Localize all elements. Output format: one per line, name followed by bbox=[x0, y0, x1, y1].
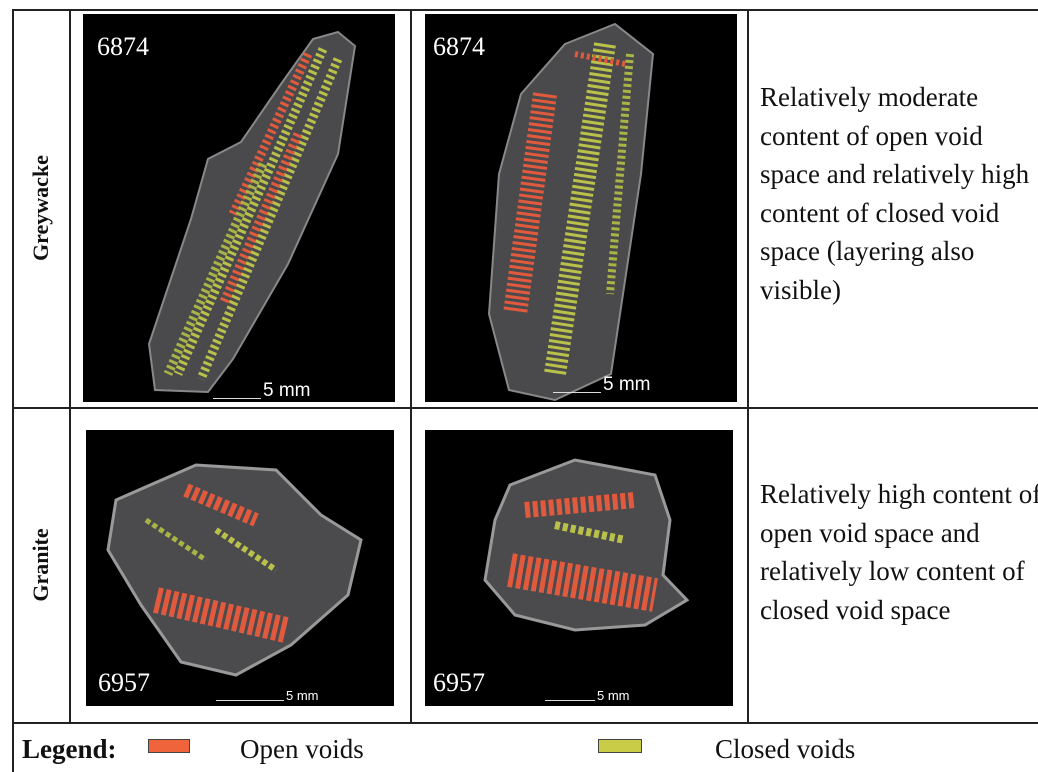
column-divider bbox=[69, 9, 71, 723]
rock-render bbox=[483, 458, 690, 632]
sample-id: 6874 bbox=[97, 32, 149, 61]
ct-image: 6957 5 mm bbox=[425, 430, 733, 706]
description: Relatively moderate content of open void… bbox=[760, 82, 1030, 305]
column-divider bbox=[747, 9, 749, 723]
row-divider bbox=[12, 722, 1038, 724]
scale-label: 5 mm bbox=[263, 380, 311, 401]
scale-label: 5 mm bbox=[597, 688, 630, 703]
ct-image: 6874 5 mm bbox=[425, 14, 737, 402]
rock-render bbox=[147, 30, 357, 394]
table-border bbox=[12, 9, 1038, 11]
scale-bar bbox=[553, 392, 601, 393]
scale-bar bbox=[545, 700, 595, 701]
scale-label: 5 mm bbox=[286, 688, 319, 703]
table-border bbox=[12, 9, 14, 772]
ct-image: 6957 5 mm bbox=[86, 430, 394, 706]
sample-id: 6957 bbox=[433, 668, 485, 697]
legend-label: Closed voids bbox=[715, 734, 856, 764]
scale-bar bbox=[216, 700, 284, 701]
description: Relatively high content of open void spa… bbox=[760, 479, 1038, 625]
legend-swatch bbox=[148, 739, 190, 753]
legend-label: Open voids bbox=[240, 734, 364, 764]
scale-bar bbox=[213, 398, 261, 399]
sample-id: 6957 bbox=[98, 668, 150, 697]
sample-id: 6874 bbox=[433, 32, 485, 61]
column-divider bbox=[410, 9, 412, 723]
rock-render bbox=[106, 463, 363, 677]
rock-render bbox=[487, 22, 655, 402]
legend-swatch bbox=[598, 739, 642, 753]
legend-title: Legend: bbox=[22, 734, 117, 764]
row-label: Greywacke bbox=[28, 155, 53, 261]
scale-label: 5 mm bbox=[603, 374, 651, 395]
row-divider bbox=[12, 407, 1038, 409]
ct-image: 6874 5 mm bbox=[83, 14, 395, 402]
row-label: Granite bbox=[28, 528, 53, 602]
